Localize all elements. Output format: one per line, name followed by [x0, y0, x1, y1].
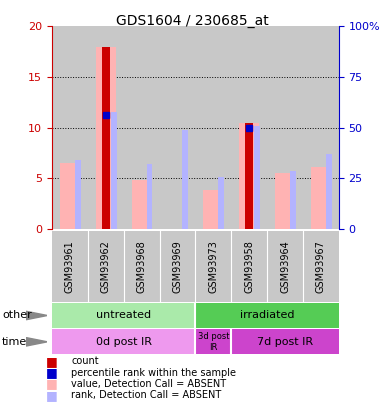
Bar: [52, 329, 195, 354]
Text: GDS1604 / 230685_at: GDS1604 / 230685_at: [116, 14, 269, 28]
Text: irradiated: irradiated: [240, 311, 295, 320]
Bar: [311, 167, 331, 229]
Polygon shape: [26, 311, 47, 320]
Bar: [275, 173, 295, 229]
Text: GSM93962: GSM93962: [101, 240, 111, 293]
Text: percentile rank within the sample: percentile rank within the sample: [71, 368, 236, 377]
Bar: [182, 130, 188, 229]
Bar: [147, 164, 152, 229]
Bar: [326, 154, 331, 229]
Text: GSM93958: GSM93958: [244, 240, 254, 293]
Bar: [290, 171, 296, 229]
Bar: [231, 231, 267, 302]
Bar: [203, 190, 223, 229]
Bar: [245, 122, 253, 229]
Text: count: count: [71, 356, 99, 366]
Text: ■: ■: [46, 355, 58, 368]
Bar: [239, 122, 259, 229]
Text: 0d post IR: 0d post IR: [96, 337, 152, 347]
Text: 3d post
IR: 3d post IR: [198, 332, 229, 352]
Text: ■: ■: [46, 377, 58, 390]
Text: ■: ■: [46, 366, 58, 379]
Bar: [267, 26, 303, 229]
Bar: [102, 47, 110, 229]
Text: 7d post IR: 7d post IR: [257, 337, 313, 347]
Bar: [52, 303, 195, 328]
Text: GSM93964: GSM93964: [280, 240, 290, 293]
Bar: [195, 231, 231, 302]
Bar: [231, 26, 267, 229]
Bar: [195, 26, 231, 229]
Bar: [88, 26, 124, 229]
Text: GSM93961: GSM93961: [65, 240, 75, 293]
Text: GSM93967: GSM93967: [316, 240, 326, 293]
Text: value, Detection Call = ABSENT: value, Detection Call = ABSENT: [71, 379, 226, 389]
Bar: [218, 177, 224, 229]
Bar: [124, 231, 159, 302]
Bar: [96, 47, 115, 229]
Bar: [52, 26, 88, 229]
Bar: [124, 26, 159, 229]
Bar: [267, 231, 303, 302]
Text: time: time: [2, 337, 27, 347]
Text: GSM93968: GSM93968: [137, 240, 147, 293]
Bar: [159, 26, 196, 229]
Bar: [111, 112, 117, 229]
Bar: [88, 231, 124, 302]
Text: untreated: untreated: [96, 311, 151, 320]
Bar: [75, 160, 81, 229]
Bar: [195, 329, 231, 354]
Text: GSM93973: GSM93973: [208, 240, 218, 293]
Bar: [303, 231, 339, 302]
Polygon shape: [26, 338, 47, 346]
Bar: [254, 126, 260, 229]
Text: GSM93969: GSM93969: [172, 240, 182, 293]
Bar: [52, 231, 88, 302]
Text: other: other: [2, 311, 32, 320]
Bar: [303, 26, 339, 229]
Bar: [60, 163, 80, 229]
Bar: [132, 180, 151, 229]
Text: ■: ■: [46, 389, 58, 402]
Bar: [195, 303, 339, 328]
Text: rank, Detection Call = ABSENT: rank, Detection Call = ABSENT: [71, 390, 221, 400]
Bar: [159, 231, 196, 302]
Bar: [231, 329, 339, 354]
